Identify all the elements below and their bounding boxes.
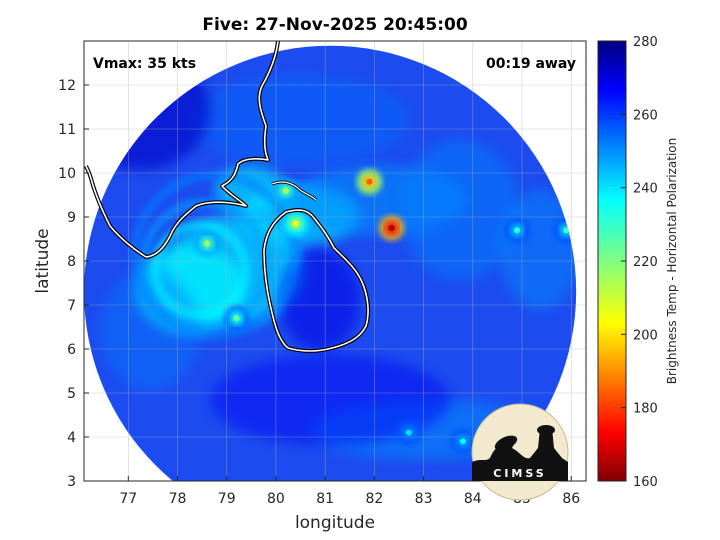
colorbar-tick-label: 280 [633, 35, 658, 50]
y-axis-ticks: 3 4 5 6 7 8 9 10 11 12 [58, 78, 89, 490]
x-tick-label: 86 [562, 491, 580, 507]
x-tick-label: 84 [464, 491, 482, 507]
x-tick-label: 81 [316, 491, 334, 507]
y-tick-label: 10 [58, 166, 76, 182]
coastline-sri-lanka-inner [263, 209, 369, 352]
x-tick-label: 78 [169, 491, 187, 507]
x-tick-label: 83 [415, 491, 433, 507]
y-tick-label: 9 [67, 210, 76, 226]
coastline-india-inner [85, 41, 279, 258]
x-tick-label: 77 [119, 491, 137, 507]
logo-text: CIMSS [493, 467, 546, 480]
time-offset-annotation: 00:19 away [486, 56, 576, 72]
cold-feature-core [292, 220, 299, 227]
y-tick-label: 4 [67, 430, 76, 446]
y-tick-label: 12 [58, 78, 76, 94]
y-tick-label: 6 [67, 342, 76, 358]
colorbar-tick-label: 220 [633, 255, 658, 270]
y-tick-label: 5 [67, 386, 76, 402]
colorbar-tick-label: 200 [633, 328, 658, 343]
vmax-annotation: Vmax: 35 kts [93, 56, 196, 72]
cold-feature-core [459, 438, 466, 445]
texture-band [210, 355, 450, 445]
chart-title: Five: 27-Nov-2025 20:45:00 [202, 15, 467, 35]
coastline-islets-inner [271, 181, 317, 201]
cimss-logo: CIMSS [471, 403, 569, 501]
y-axis-label: latitude [33, 228, 53, 293]
texture-band [280, 250, 360, 350]
y-tick-label: 8 [67, 254, 76, 270]
y-tick-label: 3 [67, 474, 76, 490]
rain-band-arc [150, 220, 250, 320]
cold-feature-core [366, 178, 373, 185]
cold-feature-core [388, 225, 395, 231]
y-tick-label: 7 [67, 298, 76, 314]
x-axis-label: longitude [295, 513, 375, 533]
rain-band-arc [130, 170, 300, 340]
x-tick-label: 79 [218, 491, 236, 507]
colorbar-tick-label: 160 [633, 475, 658, 490]
cold-feature-core [514, 227, 521, 234]
colorbar-tick-label: 260 [633, 108, 658, 123]
colorbar-label: Brightness Temp - Horizontal Polarizatio… [665, 138, 679, 385]
texture-band [190, 75, 410, 165]
cold-feature-core [563, 227, 570, 234]
coastlines [84, 41, 371, 353]
y-tick-label: 11 [58, 122, 76, 138]
cold-feature-core [233, 315, 240, 322]
texture-band [400, 140, 520, 280]
colorbar-ticks: 160 180 200 220 240 260 280 [621, 35, 658, 490]
colorbar-tick-label: 180 [633, 402, 658, 417]
colorbar-tick-label: 240 [633, 182, 658, 197]
x-tick-label: 82 [365, 491, 383, 507]
cold-feature-core [282, 187, 289, 194]
cold-feature-core [204, 240, 211, 247]
x-tick-label: 80 [267, 491, 285, 507]
cold-feature-core [405, 429, 412, 436]
texture-band [100, 270, 200, 390]
